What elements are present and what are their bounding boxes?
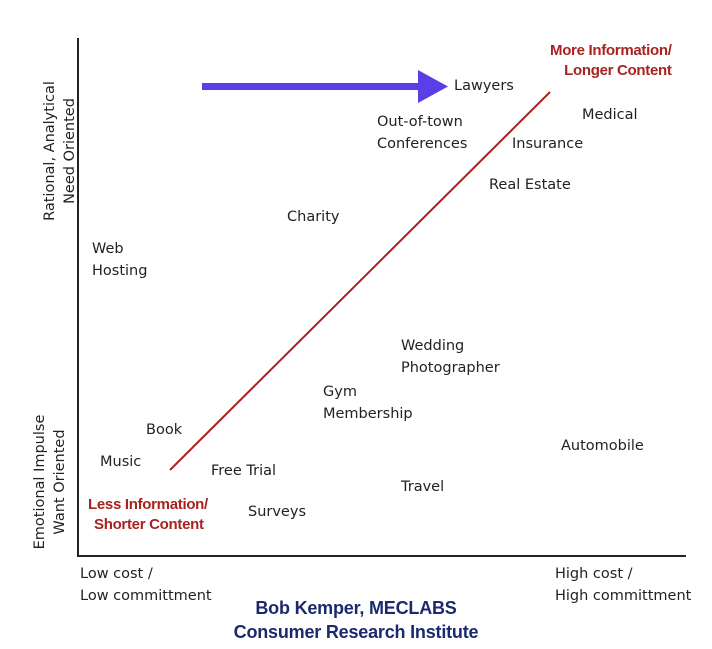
trend-end-label-line-2: Longer Content bbox=[564, 62, 672, 79]
item-book: Book bbox=[146, 419, 182, 441]
item-real-estate-text: Real Estate bbox=[489, 177, 571, 193]
item-wedding-photographer-line-2: Photographer bbox=[401, 360, 500, 376]
item-gym-membership-line-2: Membership bbox=[323, 406, 413, 422]
item-insurance-text: Insurance bbox=[512, 136, 584, 152]
item-web-hosting-line-1: Web bbox=[92, 241, 124, 257]
item-free-trial: Free Trial bbox=[211, 460, 276, 482]
x-axis-left-label-line-2: Low committment bbox=[80, 588, 212, 604]
item-out-of-town-conferences: Out-of-town Conferences bbox=[377, 111, 467, 155]
item-charity-text: Charity bbox=[287, 209, 340, 225]
item-gym-membership: Gym Membership bbox=[323, 381, 413, 425]
item-book-text: Book bbox=[146, 422, 183, 438]
item-insurance: Insurance bbox=[512, 133, 583, 155]
trend-start-label: Less Information/ Shorter Content bbox=[88, 495, 208, 535]
item-surveys: Surveys bbox=[248, 501, 306, 523]
x-axis-right-label-line-2: High committment bbox=[555, 588, 692, 604]
x-axis-right-label-line-1: High cost / bbox=[555, 566, 633, 582]
trend-start-label-line-2: Shorter Content bbox=[94, 516, 204, 533]
item-wedding-photographer-line-1: Wedding bbox=[401, 338, 465, 354]
item-real-estate: Real Estate bbox=[489, 174, 571, 196]
item-charity: Charity bbox=[287, 206, 339, 228]
blue-arrow bbox=[202, 70, 448, 103]
item-free-trial-text: Free Trial bbox=[211, 463, 277, 479]
item-music-text: Music bbox=[100, 454, 142, 470]
y-axis-top-label-line-1: Rational, Analytical bbox=[42, 81, 58, 221]
trend-end-label: More Information/ Longer Content bbox=[550, 41, 672, 81]
x-axis-right-label: High cost / High committment bbox=[555, 563, 691, 607]
item-web-hosting: Web Hosting bbox=[92, 238, 147, 282]
trend-line bbox=[169, 91, 551, 471]
item-automobile-text: Automobile bbox=[561, 438, 644, 454]
item-wedding-photographer: Wedding Photographer bbox=[401, 335, 500, 379]
x-axis-left-label: Low cost / Low committment bbox=[80, 563, 212, 607]
item-out-of-town-conferences-line-2: Conferences bbox=[377, 136, 468, 152]
item-lawyers: Lawyers bbox=[454, 75, 514, 97]
item-travel-text: Travel bbox=[401, 479, 445, 495]
credit-line-1: Bob Kemper, MECLABS bbox=[255, 598, 457, 618]
item-gym-membership-line-1: Gym bbox=[323, 384, 357, 400]
trend-start-label-line-1: Less Information/ bbox=[88, 496, 208, 513]
y-axis-bottom-label: Emotional Impulse Want Oriented bbox=[30, 402, 70, 562]
item-music: Music bbox=[100, 451, 141, 473]
item-travel: Travel bbox=[401, 476, 444, 498]
item-out-of-town-conferences-line-1: Out-of-town bbox=[377, 114, 463, 130]
y-axis-bottom-label-line-1: Emotional Impulse bbox=[32, 414, 48, 550]
trend-end-label-line-1: More Information/ bbox=[550, 42, 672, 59]
item-web-hosting-line-2: Hosting bbox=[92, 263, 148, 279]
y-axis-top-label-line-2: Need Oriented bbox=[62, 98, 78, 204]
item-medical: Medical bbox=[582, 104, 638, 126]
y-axis-bottom-label-line-2: Want Oriented bbox=[52, 429, 68, 535]
item-medical-text: Medical bbox=[582, 107, 638, 123]
credit-line-2: Consumer Research Institute bbox=[233, 622, 479, 642]
y-axis-top-label: Rational, Analytical Need Oriented bbox=[40, 71, 80, 231]
item-surveys-text: Surveys bbox=[248, 504, 306, 520]
item-automobile: Automobile bbox=[561, 435, 644, 457]
item-lawyers-text: Lawyers bbox=[454, 78, 514, 94]
x-axis-left-label-line-1: Low cost / bbox=[80, 566, 153, 582]
